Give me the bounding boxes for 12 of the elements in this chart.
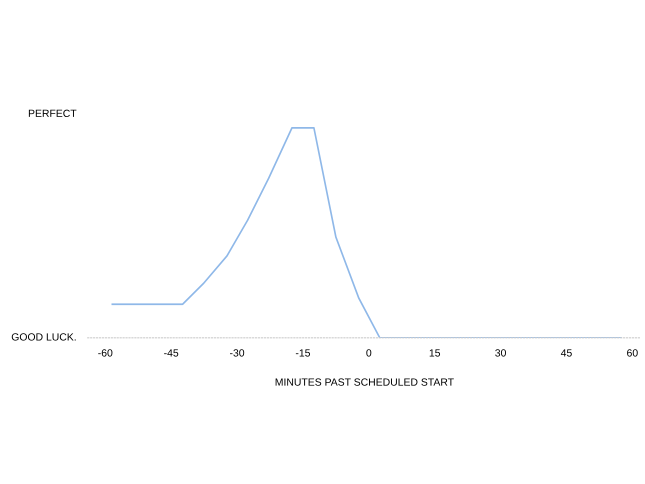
x-tick-label: -45 <box>164 349 178 357</box>
x-tick-label: -60 <box>98 349 112 357</box>
x-axis-title: MINUTES PAST SCHEDULED START <box>276 378 454 386</box>
x-tick-label: 0 <box>366 349 372 357</box>
x-tick-label: -30 <box>230 349 244 357</box>
x-tick-label: 60 <box>627 349 638 357</box>
x-tick-label: -15 <box>296 349 310 357</box>
x-tick-label: 30 <box>495 349 506 357</box>
x-tick-label: 15 <box>430 349 440 357</box>
x-tick-label: 45 <box>560 349 572 357</box>
text: GOOD LUCK. <box>12 333 76 341</box>
text: PERFECT <box>28 110 76 118</box>
